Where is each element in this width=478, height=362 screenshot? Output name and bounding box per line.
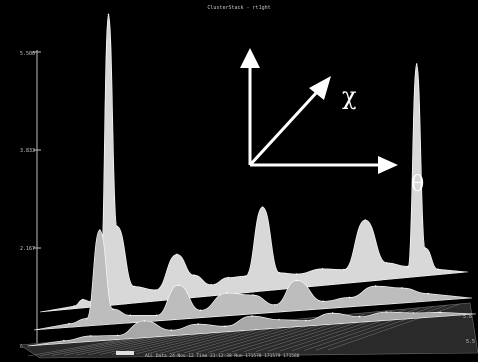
chi-arrow-shaft [248,90,319,167]
surface-point [68,322,70,325]
window-title: ClusterStack - rt1ght [207,5,270,11]
surface-point [424,247,427,249]
surface-point [82,298,84,301]
surface-point [177,284,180,287]
surface-point [116,334,119,337]
surface-point [244,275,247,277]
floor-stripe [75,333,175,356]
surface-point [296,279,298,282]
z-tick-label: 5.500 [20,51,35,57]
surface-point [224,325,226,328]
surface-point [199,309,202,312]
x-end-tick-label: 5.5 [466,339,475,345]
footer-info: ALL Data 24-Nov-12 Time 21:12:38 Run 171… [145,353,300,359]
surface-series [33,229,473,331]
surface-point [170,329,173,331]
surface-point [374,285,377,287]
surface-point [296,273,298,275]
surface-point [261,206,264,208]
surface-point [427,292,430,295]
surface-point [439,311,441,314]
surface-point [154,289,157,291]
surface-point [225,292,228,294]
surface-point [98,229,101,231]
z-tick-label: 2.167 [20,246,35,252]
surface-point [143,320,146,322]
surface-ridge [33,229,473,331]
theta-label: θ [411,172,424,197]
surface-point [133,285,135,288]
surface-point [129,314,132,317]
floor-stripe [39,338,134,357]
surface-series [27,311,477,347]
x-end-tick-label: 5.6 [463,314,472,320]
surface-point [278,272,281,274]
floor-stripes [27,303,461,357]
surface-series [39,13,469,313]
surface-point [112,308,114,310]
surface-point [210,284,212,286]
surface-point [437,268,439,271]
z-tick-label: 3.833 [20,148,35,154]
surface-point [252,294,254,296]
surface-ridges [27,13,477,347]
surface-point [401,287,403,289]
colour-key-swatch [116,351,134,355]
surface-point [415,63,418,65]
surface-point [321,268,324,270]
surface-point [89,335,92,337]
vertical-arrow-head [240,48,260,68]
floor-stripe [327,303,461,351]
surface-point [385,311,388,313]
surface-point [343,268,345,271]
surface-point [364,219,367,221]
chi-label: χ [342,82,357,110]
surface-point [63,339,65,342]
surface-point [227,276,230,279]
floor-stripe [63,335,161,356]
floor-stripe [27,339,121,357]
surface-point [85,317,88,320]
surface-point [412,312,415,314]
floor-stripe [51,336,148,356]
surface-point [385,262,388,264]
surface-point [407,265,409,268]
surface-point [331,312,334,314]
surface-point [116,225,118,228]
surface-point [193,274,195,277]
surface-point [251,315,253,317]
surface-point [274,304,276,306]
floor-stripe [99,331,202,355]
surface-point [358,315,361,318]
surface-point [348,296,351,299]
surface-point [197,323,200,325]
floor-stripe [87,332,189,356]
surface-point [278,318,280,321]
surface-point [176,253,178,256]
surface-point [73,305,76,307]
theta-arrow-head [378,156,398,174]
surface-point [322,300,324,303]
chi-arrow-head [309,76,331,100]
surface-point [107,13,110,16]
surface-point [304,319,307,322]
surface-point [155,314,158,317]
orientation-arrows: χ θ [240,48,424,197]
